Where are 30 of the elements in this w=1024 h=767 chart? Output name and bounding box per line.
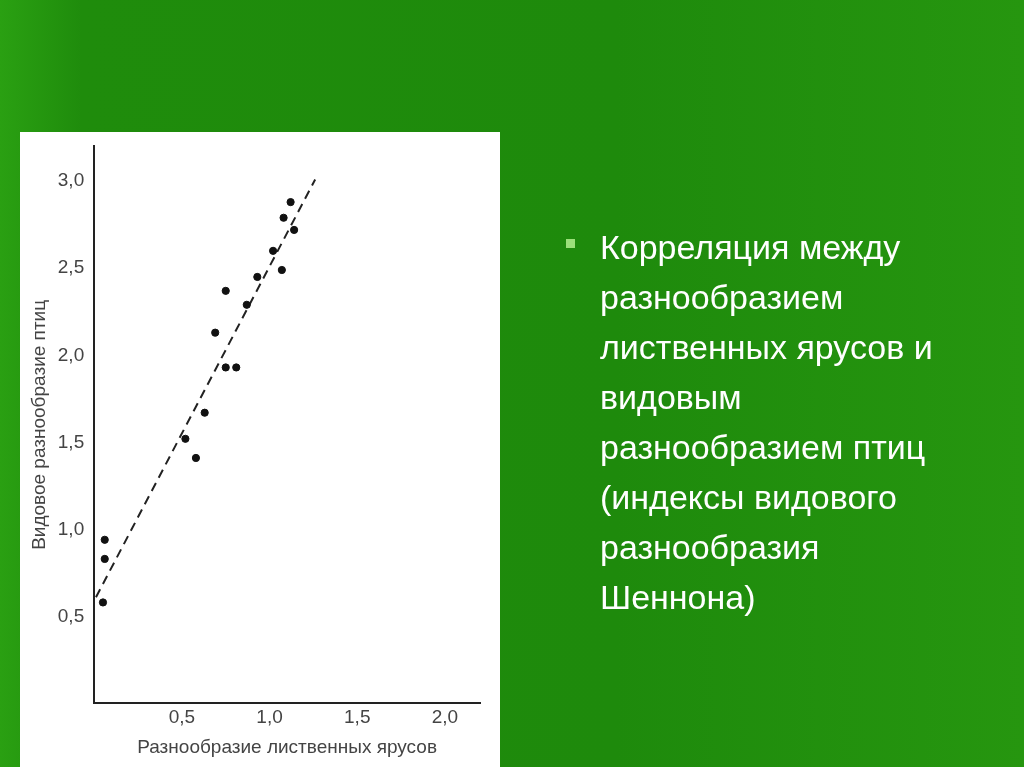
y-tick-label: 2,0	[57, 343, 85, 365]
point	[290, 225, 299, 235]
point	[242, 300, 251, 309]
point	[191, 453, 201, 463]
y-tick-label: 1,5	[57, 430, 85, 452]
y-axis-title: Видовое разнообразие птиц	[27, 299, 49, 550]
point	[100, 554, 109, 564]
point	[268, 246, 278, 255]
text: Корреляция между разнообразием лиственных ярусов и видовым разнообразием птиц (индексы видового разнообразия Шеннона)	[600, 227, 934, 618]
point	[277, 265, 286, 275]
y-tick-label: 0,5	[57, 604, 85, 626]
point	[100, 535, 109, 544]
y-tick-label: 2,5	[57, 256, 85, 278]
x-tick-label: 0,5	[168, 706, 196, 728]
x-tick-label: 1,5	[344, 706, 371, 728]
y-tick-label: 3,0	[57, 169, 85, 191]
x-axis-title: Разнообразие лиственных ярусов	[137, 735, 437, 757]
y-tick-label: 1,0	[57, 517, 85, 539]
point	[98, 598, 108, 607]
point	[200, 408, 209, 417]
point	[232, 363, 241, 372]
point	[211, 328, 220, 337]
point	[279, 213, 288, 222]
point	[286, 198, 295, 207]
point	[181, 434, 190, 443]
x-tick-label: 2,0	[431, 706, 459, 728]
point	[253, 272, 262, 282]
x-tick-label: 1,0	[256, 706, 283, 728]
point	[221, 363, 230, 372]
point	[221, 286, 230, 295]
